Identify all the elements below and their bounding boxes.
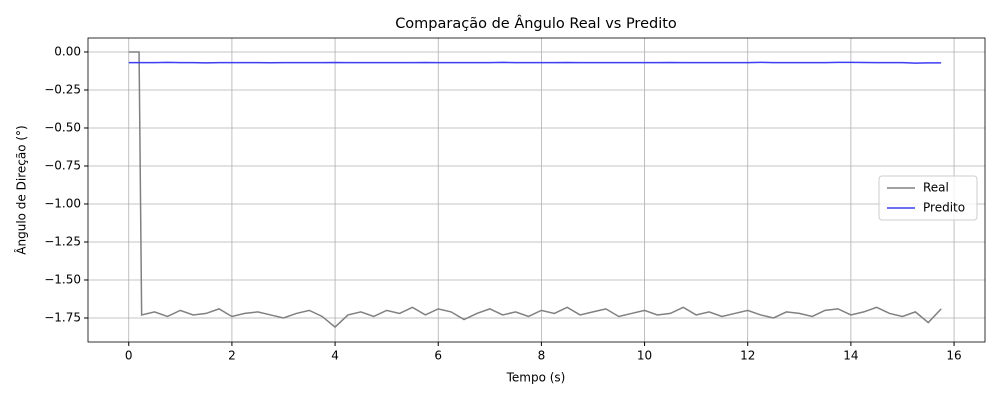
line-series xyxy=(128,51,942,329)
chart-title: Comparação de Ângulo Real vs Predito xyxy=(395,14,677,32)
x-tick-label: 8 xyxy=(538,349,546,363)
x-tick-label: 14 xyxy=(843,349,858,363)
x-tick-label: 6 xyxy=(434,349,442,363)
y-tick-label: 0.00 xyxy=(54,44,81,58)
x-tick-label: 0 xyxy=(125,349,133,363)
y-tick-label: −1.50 xyxy=(44,272,81,286)
y-tick-label: −0.25 xyxy=(44,82,81,96)
line-series xyxy=(128,61,942,64)
y-axis-label: Ângulo de Direção (°) xyxy=(14,125,29,254)
x-tick-label: 2 xyxy=(228,349,236,363)
legend-label: Predito xyxy=(923,201,965,215)
legend-label: Real xyxy=(923,181,949,195)
y-tick-label: −1.00 xyxy=(44,196,81,210)
x-tick-label: 10 xyxy=(637,349,652,363)
x-tick-label: 16 xyxy=(946,349,961,363)
y-tick-label: −1.75 xyxy=(44,310,81,324)
y-tick-label: −0.50 xyxy=(44,120,81,134)
y-tick-label: −1.25 xyxy=(44,234,81,248)
x-axis-label: Tempo (s) xyxy=(506,371,566,385)
x-tick-label: 4 xyxy=(331,349,339,363)
y-tick-label: −0.75 xyxy=(44,158,81,172)
plot-frame xyxy=(87,37,986,343)
legend-box xyxy=(878,175,978,221)
x-tick-label: 12 xyxy=(740,349,755,363)
